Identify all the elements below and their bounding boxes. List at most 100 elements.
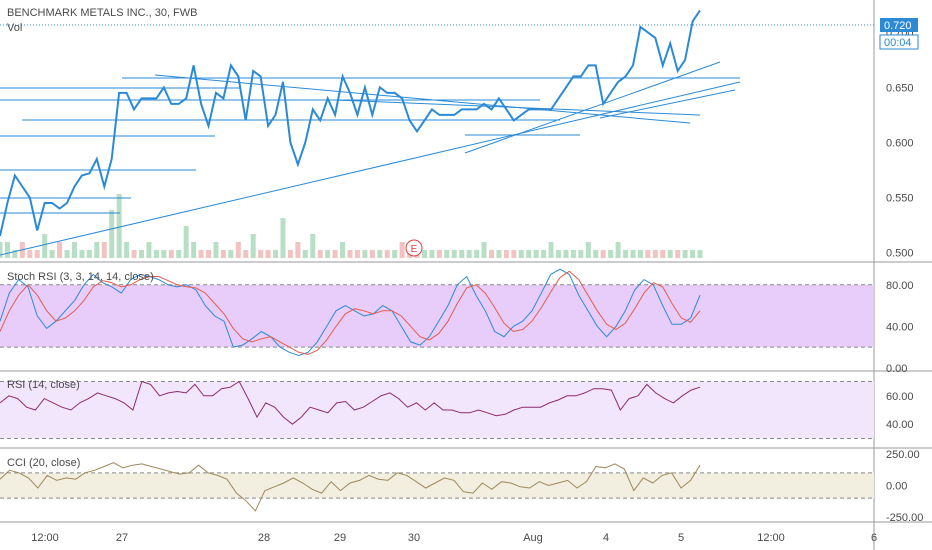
time-tick-label: 4: [603, 532, 609, 544]
volume-bar: [101, 242, 107, 258]
volume-bar: [570, 250, 576, 258]
volume-bar: [392, 250, 398, 258]
cci-tick-label: -250.00: [886, 512, 923, 524]
volume-bar: [354, 250, 360, 258]
volume-bar: [198, 250, 204, 258]
cci-tick-label: 250.00: [886, 449, 920, 461]
volume-bar: [79, 250, 85, 258]
volume-bar: [459, 250, 465, 258]
volume-bar: [287, 250, 293, 258]
stoch-rsi-pane[interactable]: Stoch RSI (3, 3, 14, 14, close) 80.00 40.…: [0, 268, 914, 375]
cci-line: [0, 462, 874, 512]
volume-bar: [585, 242, 591, 258]
stoch-axis[interactable]: 80.00 40.00 0.00: [886, 280, 914, 375]
volume-bar: [116, 194, 122, 258]
rsi-axis[interactable]: 60.00 40.00: [886, 391, 914, 431]
volume-bar: [645, 250, 651, 258]
volume-bar: [623, 250, 629, 258]
volume-bar: [578, 250, 584, 258]
volume-bar: [71, 242, 77, 258]
volume-bar: [146, 242, 152, 258]
volume-bar: [295, 242, 301, 258]
cci-tick-label: 0.00: [886, 481, 907, 493]
volume-bar: [503, 250, 509, 258]
earnings-label: E: [411, 244, 418, 255]
trendline-drawings[interactable]: [0, 61, 741, 256]
price-line: [0, 9, 701, 237]
time-tick-label: 30: [408, 532, 420, 544]
cci-axis[interactable]: 250.00 0.00 -250.00: [886, 449, 923, 524]
time-tick-label: 29: [334, 532, 346, 544]
volume-bar: [302, 250, 308, 258]
volume-label[interactable]: Vol: [7, 22, 22, 34]
volume-bar: [593, 250, 599, 258]
rsi-pane[interactable]: RSI (14, close) 60.00 40.00: [0, 379, 914, 439]
cci-pane[interactable]: CCI (20, close) 250.00 0.00 -250.00: [0, 449, 923, 524]
volume-bar: [667, 250, 673, 258]
price-tick-label: 0.550: [886, 192, 914, 204]
volume-bar: [176, 250, 182, 258]
rsi-title[interactable]: RSI (14, close): [7, 379, 80, 391]
volume-bar: [64, 250, 70, 258]
volume-bar: [86, 250, 92, 258]
volume-bar: [466, 250, 472, 258]
rsi-band: [0, 381, 874, 439]
time-tick-label: 5: [678, 532, 684, 544]
volume-bar: [34, 250, 40, 258]
volume-bar: [421, 250, 427, 258]
volume-bar: [340, 242, 346, 258]
volume-bar: [429, 250, 435, 258]
time-axis[interactable]: 12:00 27 28 29 30 Aug 4 5 12:00 6: [31, 532, 877, 544]
volume-bar: [518, 250, 524, 258]
volume-bar: [280, 218, 286, 258]
rsi-line: [0, 380, 874, 439]
stoch-band: [0, 284, 874, 348]
price-tick-label: 0.650: [886, 82, 914, 94]
last-price-tag: 0.720: [880, 18, 918, 32]
volume-bar: [511, 250, 517, 258]
earnings-marker[interactable]: E: [405, 239, 423, 257]
volume-bar: [533, 250, 539, 258]
trend-line[interactable]: [599, 89, 736, 119]
volume-bar: [369, 250, 375, 258]
volume-bar: [526, 250, 532, 258]
trend-line[interactable]: [334, 99, 701, 116]
volume-bars: [0, 194, 703, 258]
volume-bar: [481, 242, 487, 258]
volume-bar: [347, 250, 353, 258]
symbol-title[interactable]: BENCHMARK METALS INC., 30, FWB: [7, 7, 198, 19]
time-tick-label: 12:00: [757, 532, 785, 544]
trend-line[interactable]: [464, 61, 721, 154]
volume-bar: [660, 250, 666, 258]
volume-bar: [4, 242, 10, 258]
volume-bar: [168, 250, 174, 258]
volume-bar: [451, 250, 457, 258]
volume-bar: [474, 250, 480, 258]
stoch-rsi-title[interactable]: Stoch RSI (3, 3, 14, 14, close): [7, 271, 154, 283]
volume-bar: [57, 242, 63, 258]
trend-line[interactable]: [0, 81, 741, 256]
rsi-tick-label: 60.00: [886, 391, 914, 403]
volume-bar: [109, 210, 115, 258]
volume-bar: [488, 250, 494, 258]
volume-bar: [243, 250, 249, 258]
cci-title[interactable]: CCI (20, close): [7, 457, 80, 469]
volume-bar: [191, 242, 197, 258]
volume-bar: [652, 250, 658, 258]
volume-bar: [675, 250, 681, 258]
volume-bar: [131, 250, 137, 258]
volume-bar: [258, 250, 264, 258]
time-tick-label: Aug: [523, 532, 543, 544]
stoch-tick-label: 80.00: [886, 280, 914, 292]
volume-bar: [541, 250, 547, 258]
volume-bar: [682, 250, 688, 258]
volume-bar: [12, 250, 18, 258]
stoch-series-path: [0, 270, 701, 355]
volume-bar: [436, 250, 442, 258]
price-pane[interactable]: E BENCHMARK METALS INC., 30, FWB Vol 0.5…: [0, 7, 919, 259]
volume-bar: [138, 250, 144, 258]
stoch-tick-label: 0.00: [886, 363, 907, 375]
volume-bar: [161, 250, 167, 258]
